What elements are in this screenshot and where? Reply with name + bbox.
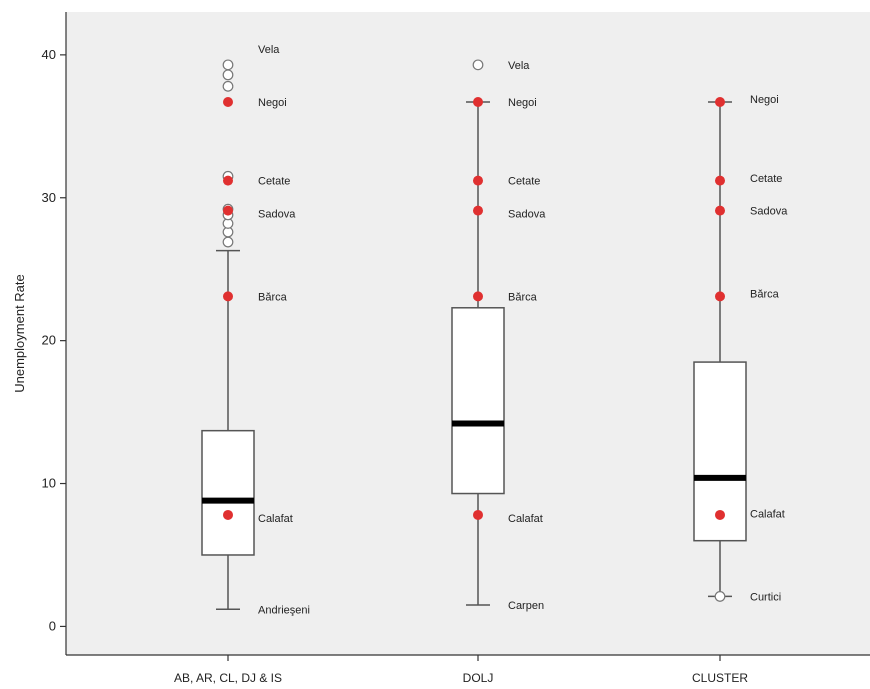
- outlier-point: [222, 236, 234, 248]
- annotation-label: Vela: [258, 44, 280, 56]
- highlight-point: [715, 97, 725, 108]
- y-tick-label: 0: [49, 618, 56, 633]
- annotation-label: Cetate: [750, 173, 782, 185]
- highlight-point: [473, 291, 483, 302]
- x-category-label: AB, AR, CL, DJ & IS: [174, 671, 282, 685]
- highlight-point: [223, 205, 233, 216]
- annotation-label: Calafat: [258, 513, 293, 525]
- y-tick-label: 30: [42, 190, 56, 205]
- highlight-point: [223, 97, 233, 108]
- outlier-point: [222, 59, 234, 71]
- box-group-1: Vela Negoi Cetate Sadova Bărca Calafat Andrieş…: [201, 44, 310, 616]
- highlight-point: [223, 175, 233, 186]
- outlier-point: [222, 69, 234, 81]
- x-category-label: DOLJ: [463, 671, 494, 685]
- annotation-label: Cetate: [508, 176, 540, 188]
- axes-layer: 0 10 20 30 40 AB, AR, CL, DJ & IS DOLJ CLUSTER: [42, 12, 870, 685]
- annotation-label: Bărca: [258, 291, 288, 303]
- annotation-label: Cetate: [258, 176, 290, 188]
- highlight-point: [715, 291, 725, 302]
- outlier-point: [472, 59, 484, 71]
- highlight-point: [223, 509, 233, 520]
- annotation-label: Carpen: [508, 600, 544, 612]
- highlight-point: [473, 205, 483, 216]
- highlight-point: [715, 509, 725, 520]
- annotation-label: Bărca: [750, 288, 780, 300]
- y-tick-label: 10: [42, 476, 56, 491]
- annotation-label: Sadova: [750, 206, 788, 218]
- highlight-point: [223, 291, 233, 302]
- annotation-label: Calafat: [508, 513, 543, 525]
- highlight-point: [473, 509, 483, 520]
- highlight-point: [715, 205, 725, 216]
- y-tick-label: 40: [42, 47, 56, 62]
- boxes-layer: Vela Negoi Cetate Sadova Bărca Calafat Andrieş…: [201, 44, 788, 616]
- box-group-3: Negoi Cetate Sadova Bărca Calafat Curtici: [693, 94, 788, 603]
- annotation-label: Andrieşeni: [258, 604, 310, 616]
- y-axis-title: Unemployment Rate: [12, 274, 27, 393]
- outlier-point: [714, 591, 726, 602]
- annotation-label: Bărca: [508, 291, 538, 303]
- annotation-label: Negoi: [508, 97, 537, 109]
- box-group-2: Vela Negoi Cetate Sadova Bărca Calafat Carpen: [451, 59, 546, 612]
- y-tick-label: 20: [42, 333, 56, 348]
- highlight-point: [473, 175, 483, 186]
- annotation-label: Curtici: [750, 591, 781, 603]
- iqr-box: [201, 429, 255, 556]
- annotation-label: Calafat: [750, 509, 785, 521]
- annotation-label: Negoi: [258, 97, 287, 109]
- outlier-point: [222, 80, 234, 92]
- highlight-point: [473, 97, 483, 108]
- x-category-label: CLUSTER: [692, 671, 748, 685]
- iqr-box: [451, 307, 505, 495]
- annotation-label: Sadova: [258, 208, 296, 220]
- annotation-label: Sadova: [508, 208, 546, 220]
- highlight-point: [715, 175, 725, 186]
- annotation-label: Negoi: [750, 94, 779, 106]
- annotation-label: Vela: [508, 60, 530, 72]
